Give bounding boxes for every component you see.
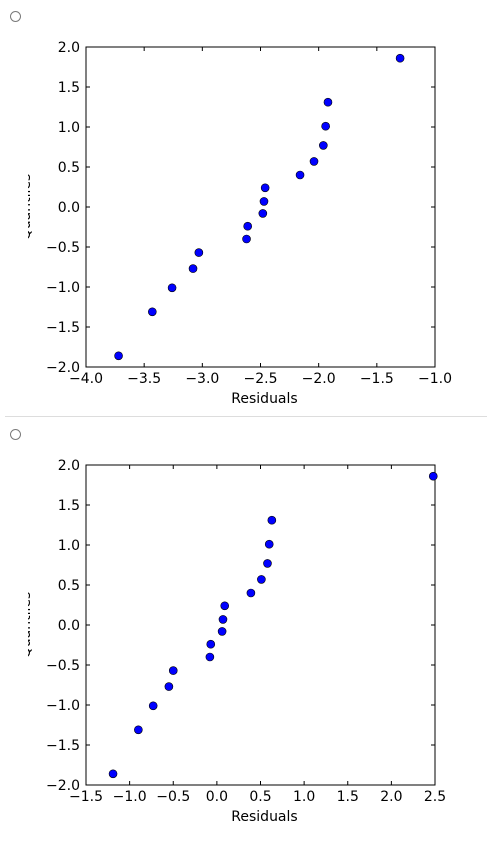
data-point [168,666,178,675]
y-tick-label: 2.0 [58,40,80,56]
y-tick-label: −1.5 [46,320,80,336]
qq-plot-chart: −4.0 −3.5 −3.0 −2.5 −2.0 −1.5 −1.0 2.0 1.5 1.0 0.5… [0,40,452,407]
label-clip-mask [0,585,28,665]
data-point [164,682,174,691]
y-tick-label: −1.0 [46,280,80,296]
plot-frame [85,46,436,368]
data-point [323,97,333,107]
x-tick-label: −3.0 [185,371,219,387]
y-tick-label: 2.0 [58,458,80,474]
data-point [114,351,123,361]
y-tick-label: 1.0 [58,120,80,136]
data-point [217,627,227,636]
x-axis-label: Residuals [231,809,297,825]
x-tick-label: −3.5 [127,371,161,387]
x-tick-label: 1.0 [293,789,315,805]
radio-button[interactable] [10,429,21,440]
y-tick-label: −0.5 [46,240,80,256]
data-point [263,559,272,568]
data-point [295,170,305,180]
x-tick-label: −1.5 [360,371,394,387]
data-point [428,471,438,481]
x-tick-label: −1.0 [113,789,147,805]
data-point [321,121,330,131]
data-point [267,515,277,525]
x-tick-label: −2.0 [302,371,336,387]
data-point [194,248,204,257]
y-tick-label: 0.5 [58,160,80,176]
radio-button[interactable] [10,11,21,22]
data-point [188,264,198,273]
y-tick-label: 1.5 [58,498,80,514]
data-point [260,183,270,193]
option-divider [5,416,487,417]
y-tick-label: −2.0 [46,778,80,794]
x-tick-label: −1.0 [418,371,452,387]
x-tick-label: 0.5 [249,789,271,805]
data-point [395,53,405,63]
data-point [309,157,319,166]
data-point [205,652,215,662]
y-tick-label: 0.5 [58,578,80,594]
x-axis-label: Residuals [231,391,297,407]
x-tick-label: −1.5 [69,789,103,805]
y-tick-label: 1.0 [58,538,80,554]
data-point [218,615,228,624]
plot-frame [85,464,436,786]
y-tick-label: 0.0 [58,618,80,634]
data-point [264,539,274,549]
data-point [258,209,268,218]
y-tick-label: −1.0 [46,698,80,714]
data-point [257,575,266,584]
x-tick-label: 2.5 [424,789,446,805]
x-tick-label: 1.5 [337,789,359,805]
y-tick-label: −2.0 [46,360,80,376]
data-point [259,197,269,206]
y-tick-label: −1.5 [46,738,80,754]
qq-plot-chart: −1.5 −1.0 −0.5 0.0 0.5 1.0 1.5 2.0 2.5 2.0 1.5 1.0 0… [0,458,446,825]
x-tick-label: 0.0 [206,789,228,805]
x-tick-label: −0.5 [156,789,190,805]
data-point [206,639,216,649]
answer-option-1[interactable]: −4.0 −3.5 −3.0 −2.5 −2.0 −1.5 −1.0 2.0 1.5 1.0 0.5… [0,0,487,416]
y-tick-label: 1.5 [58,80,80,96]
y-tick-label: −0.5 [46,658,80,674]
data-point [319,141,328,150]
x-tick-label: 2.0 [380,789,402,805]
label-clip-mask [0,167,28,247]
data-point [167,283,177,293]
data-point [134,725,143,735]
y-tick-label: 0.0 [58,200,80,216]
data-point [220,601,230,611]
answer-option-2[interactable]: −1.5 −1.0 −0.5 0.0 0.5 1.0 1.5 2.0 2.5 2.0 1.5 1.0 0… [0,418,487,841]
x-tick-label: −2.5 [244,371,278,387]
data-point [148,701,158,711]
data-point [243,221,253,231]
x-tick-label: −4.0 [69,371,103,387]
data-point [242,234,251,244]
data-point [148,307,157,317]
data-point [108,769,118,779]
data-point [246,588,256,598]
